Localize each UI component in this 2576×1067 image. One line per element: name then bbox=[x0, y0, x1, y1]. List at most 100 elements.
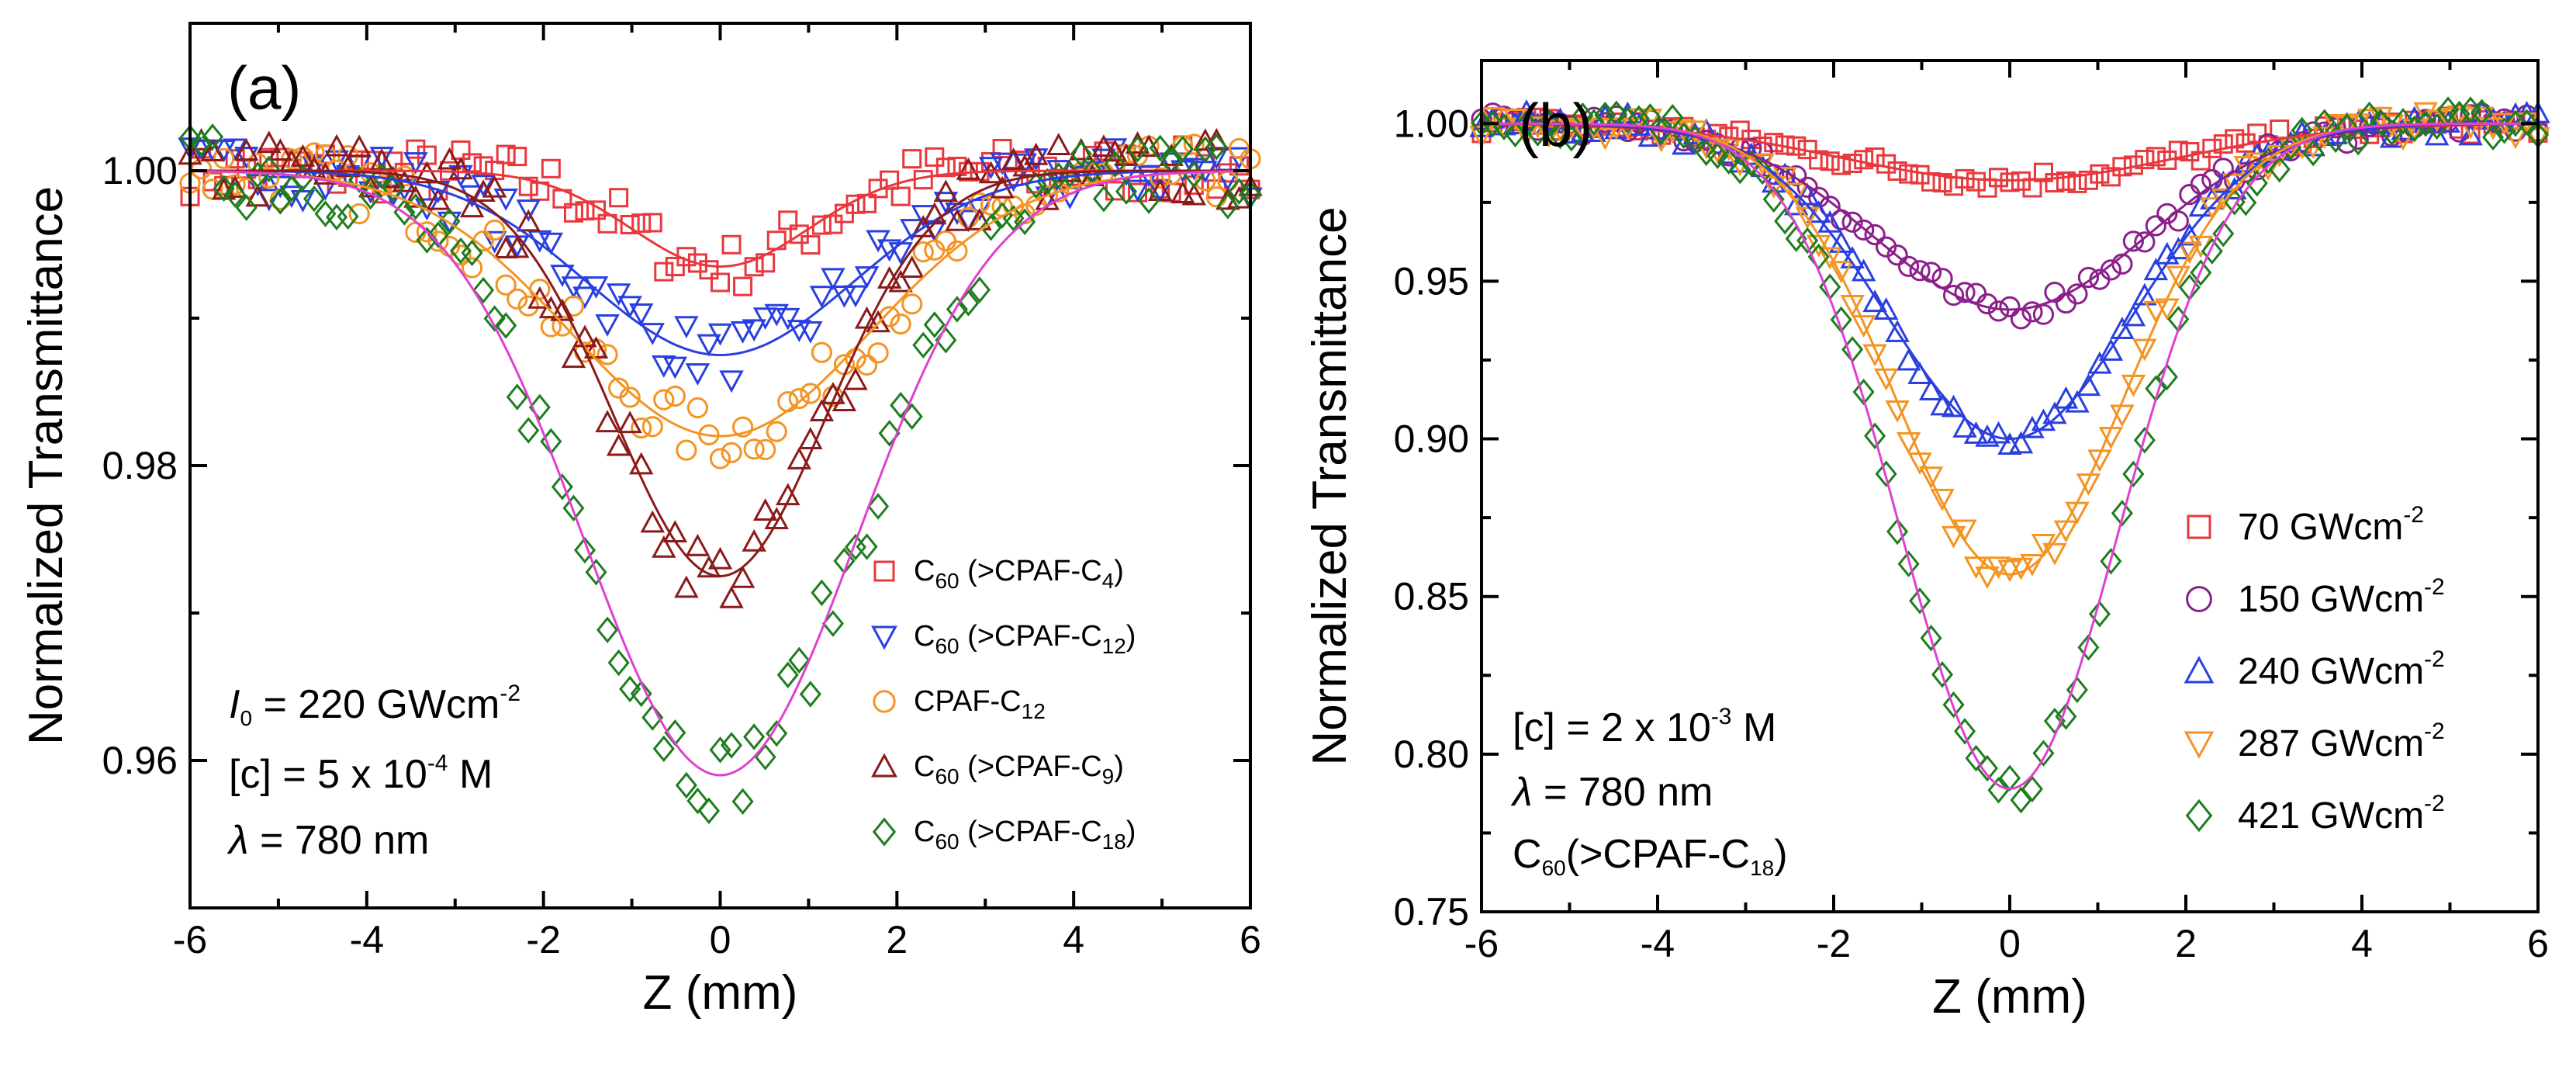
legend-label-2: 150 GWcm-2 bbox=[2238, 574, 2445, 620]
point-4 bbox=[233, 138, 259, 161]
x-axis-label: Z (mm) bbox=[643, 966, 798, 1020]
y-tick-label: 0.85 bbox=[1394, 575, 1469, 618]
point-5 bbox=[1920, 625, 1942, 652]
point-1 bbox=[800, 235, 821, 255]
point-1 bbox=[563, 203, 583, 223]
point-5 bbox=[1942, 691, 1965, 719]
x-tick-label: 4 bbox=[1063, 918, 1084, 961]
point-5 bbox=[2504, 109, 2527, 137]
point-5 bbox=[303, 185, 326, 213]
point-4 bbox=[719, 585, 744, 608]
point-3 bbox=[1896, 348, 1921, 371]
point-4 bbox=[1817, 247, 1842, 270]
point-5 bbox=[2043, 707, 2066, 735]
point-5 bbox=[788, 646, 811, 674]
panel-label: (a) bbox=[227, 54, 301, 122]
point-5 bbox=[923, 311, 946, 338]
point-3 bbox=[348, 203, 370, 225]
point-1 bbox=[2101, 167, 2121, 187]
point-3 bbox=[596, 344, 618, 365]
point-3 bbox=[258, 167, 280, 189]
point-5 bbox=[912, 331, 935, 359]
annotation-concentration: [c] = 2 x 10-3 M bbox=[1513, 704, 1776, 750]
point-5 bbox=[743, 723, 766, 750]
point-4 bbox=[674, 575, 699, 598]
point-4 bbox=[617, 411, 642, 434]
point-5 bbox=[721, 732, 743, 759]
fit-curve-4 bbox=[190, 169, 1250, 578]
point-5 bbox=[811, 579, 833, 607]
point-5 bbox=[1171, 135, 1194, 163]
point-5 bbox=[1126, 135, 1149, 163]
point-3 bbox=[2469, 100, 2495, 123]
point-4 bbox=[1930, 488, 1955, 511]
point-3 bbox=[461, 257, 483, 279]
point-5 bbox=[528, 393, 551, 421]
point-4 bbox=[866, 310, 890, 333]
x-tick-label: 4 bbox=[2351, 922, 2373, 965]
legend-marker-4 bbox=[2184, 731, 2215, 759]
point-3 bbox=[2121, 303, 2146, 327]
point-4 bbox=[2076, 473, 2101, 496]
legend-marker-5 bbox=[2185, 799, 2213, 833]
point-5 bbox=[337, 203, 359, 230]
point-5 bbox=[697, 797, 720, 825]
point-5 bbox=[1909, 587, 1931, 615]
point-1 bbox=[2000, 172, 2020, 192]
point-2 bbox=[403, 152, 428, 175]
point-5 bbox=[1515, 110, 1537, 137]
point-3 bbox=[495, 274, 517, 296]
point-4 bbox=[606, 433, 631, 456]
point-3 bbox=[957, 206, 980, 228]
point-4 bbox=[707, 546, 733, 570]
legend-label-2: C60 (>CPAF-C12) bbox=[914, 620, 1136, 658]
legend-marker-2 bbox=[871, 625, 897, 650]
point-4 bbox=[945, 208, 970, 231]
point-4 bbox=[527, 286, 552, 309]
point-4 bbox=[1114, 143, 1139, 166]
point-4 bbox=[324, 133, 349, 157]
point-1 bbox=[575, 201, 595, 221]
point-5 bbox=[901, 403, 923, 430]
point-4 bbox=[640, 510, 665, 533]
point-1 bbox=[1876, 154, 1897, 174]
point-4 bbox=[2233, 156, 2259, 178]
point-3 bbox=[1930, 393, 1955, 416]
point-5 bbox=[1194, 136, 1216, 163]
point-2 bbox=[2032, 303, 2055, 325]
point-5 bbox=[686, 787, 709, 815]
point-5 bbox=[2021, 775, 2044, 802]
annotation-wavelength: λ = 780 nm bbox=[1510, 770, 1713, 815]
point-1 bbox=[2078, 170, 2098, 190]
point-4 bbox=[335, 154, 361, 178]
point-1 bbox=[778, 210, 798, 230]
point-4 bbox=[245, 184, 270, 207]
point-5 bbox=[461, 239, 483, 267]
point-1 bbox=[789, 224, 809, 244]
point-4 bbox=[561, 345, 586, 369]
x-tick-label: -6 bbox=[173, 918, 207, 961]
point-5 bbox=[2246, 169, 2268, 197]
point-3 bbox=[686, 397, 709, 419]
point-5 bbox=[799, 681, 821, 708]
point-5 bbox=[326, 203, 348, 230]
point-1 bbox=[541, 158, 561, 178]
y-axis-label: Normalized Transmittance bbox=[1303, 206, 1357, 765]
point-5 bbox=[2201, 237, 2223, 265]
point-5 bbox=[1572, 102, 1594, 130]
point-1 bbox=[518, 176, 538, 196]
point-4 bbox=[787, 446, 812, 469]
point-3 bbox=[800, 383, 821, 404]
point-5 bbox=[652, 735, 675, 763]
point-1 bbox=[1899, 164, 1919, 184]
point-1 bbox=[496, 144, 516, 165]
point-5 bbox=[2088, 601, 2111, 628]
point-3 bbox=[484, 219, 506, 241]
point-2 bbox=[459, 185, 485, 208]
point-5 bbox=[766, 719, 788, 747]
point-3 bbox=[1885, 320, 1910, 342]
x-tick-label: -6 bbox=[1464, 922, 1499, 965]
point-5 bbox=[1627, 105, 1650, 132]
point-2 bbox=[707, 323, 733, 346]
